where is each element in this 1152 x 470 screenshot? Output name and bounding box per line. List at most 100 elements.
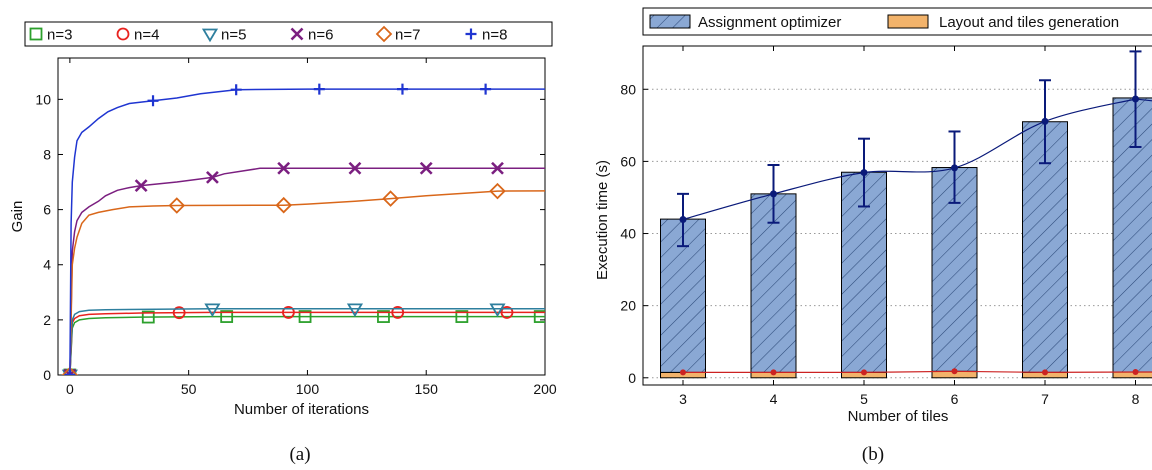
mean-point [951, 164, 958, 172]
y-axis-label-a: Gain [9, 201, 26, 233]
legend-a: n=3 n=4 n=5 n=6 n=7 n=8 [24, 21, 553, 47]
panel-a-gain-chart: 0 50 100 150 200 0 2 4 6 8 10 Number of iterations G… [9, 21, 557, 465]
legend-marker-n=6 [290, 27, 304, 41]
baseline-point [1132, 369, 1139, 376]
data-point-n=6 [419, 161, 433, 175]
x-tick-label-a: 50 [181, 381, 197, 397]
legend-marker-n=5 [201, 28, 219, 43]
data-point-n=5 [346, 303, 364, 318]
x-tick-label-a: 100 [296, 381, 320, 397]
data-point-n=6 [277, 161, 291, 175]
data-point-n=3 [455, 310, 469, 323]
legend-marker-n=4 [116, 27, 130, 41]
data-point-n=4 [172, 306, 186, 320]
data-point-n=3 [533, 310, 545, 323]
legend-label-assignment-optimizer: Assignment optimizer [698, 14, 841, 31]
panel-b-execution-time-chart: 0 20 40 60 80 3 4 5 6 7 8 Number of tiles Execution … [594, 7, 1152, 465]
legend-label-n=8: n=8 [482, 27, 507, 44]
x-tick-label-b: 8 [1132, 391, 1140, 407]
data-point-n=6 [491, 161, 504, 175]
y-tick-label-b: 20 [620, 298, 636, 314]
legend-b: Assignment optimizer Layout and tiles gen… [642, 7, 1152, 36]
legend-swatch-layout-generation [887, 14, 929, 29]
data-point-n=7 [382, 190, 399, 207]
legend-marker-n=3 [29, 27, 43, 41]
y-tick-label-a: 6 [43, 202, 51, 218]
mean-point [679, 215, 687, 223]
legend-label-n=4: n=4 [134, 27, 159, 44]
data-point-n=6 [348, 161, 362, 175]
data-point-n=5 [204, 303, 221, 318]
legend-label-layout-generation: Layout and tiles generation [939, 14, 1119, 31]
legend-swatch-assignment-optimizer [649, 14, 691, 29]
series-line-n=8 [69, 88, 545, 375]
x-tick-label-a: 200 [533, 381, 557, 397]
mean-point [860, 169, 868, 177]
y-tick-label-b: 60 [620, 153, 636, 169]
data-point-n=3 [377, 310, 390, 323]
y-tick-label-a: 8 [43, 146, 51, 162]
data-point-n=8 [64, 369, 76, 375]
mean-point [770, 190, 777, 198]
baseline-point [951, 368, 958, 375]
data-point-n=8 [396, 83, 408, 95]
x-axis-label-a: Number of iterations [234, 401, 369, 418]
legend-label-n=6: n=6 [308, 27, 333, 44]
baseline-point [1042, 369, 1048, 376]
x-tick-label-b: 4 [770, 391, 778, 407]
y-tick-label-a: 4 [43, 257, 51, 273]
caption-a: (a) [289, 444, 310, 465]
series-n=8 [64, 83, 545, 375]
legend-label-n=3: n=3 [47, 27, 72, 44]
series-line-n=6 [69, 167, 545, 375]
y-tick-label-b: 40 [620, 226, 636, 242]
series-line-n=5 [69, 308, 545, 375]
x-tick-label-b: 7 [1041, 391, 1049, 407]
x-axis-label-b: Number of tiles [848, 408, 949, 425]
series-n=7 [61, 182, 545, 375]
legend-marker-n=8 [465, 28, 477, 40]
data-point-n=4 [282, 306, 295, 319]
caption-b: (b) [862, 444, 884, 465]
x-tick-label-b: 6 [951, 391, 959, 407]
legend-box-a [24, 21, 553, 47]
data-point-n=8 [147, 95, 159, 107]
x-tick-label-b: 5 [860, 391, 868, 407]
x-tick-label-a: 150 [415, 381, 439, 397]
y-axis-label-b: Execution time (s) [594, 160, 611, 280]
x-tick-label-a: 0 [66, 381, 74, 397]
data-point-n=8 [230, 84, 242, 96]
legend-label-n=7: n=7 [395, 27, 420, 44]
data-point-n=4 [500, 306, 514, 319]
data-point-n=7 [61, 366, 79, 375]
plot-area-a [57, 57, 546, 376]
mean-point [1132, 95, 1139, 103]
data-point-n=7 [168, 197, 186, 214]
y-tick-label-a: 0 [43, 367, 51, 383]
legend-marker-n=7 [375, 25, 393, 43]
x-tick-label-b: 3 [679, 391, 687, 407]
data-point-n=6 [205, 170, 219, 184]
y-tick-label-a: 10 [35, 91, 51, 107]
baseline-point [861, 369, 867, 376]
baseline-point [680, 369, 686, 376]
bar-layout-generation [1112, 371, 1152, 379]
data-point-n=6 [134, 179, 148, 193]
baseline-point [770, 369, 777, 376]
data-point-n=3 [141, 310, 155, 324]
data-point-n=8 [480, 83, 492, 95]
series-line-n=4 [69, 311, 545, 375]
series-line-n=3 [69, 315, 545, 375]
y-tick-label-a: 2 [43, 312, 51, 328]
data-point-n=3 [220, 310, 234, 323]
y-tick-label-b: 0 [628, 370, 636, 386]
data-point-n=5 [489, 303, 506, 318]
plot-area-b [642, 45, 1152, 386]
data-point-n=4 [391, 306, 405, 319]
data-point-n=7 [275, 196, 292, 214]
mean-trend-curve [682, 98, 1152, 221]
legend-label-n=5: n=5 [221, 27, 246, 44]
data-point-n=3 [298, 310, 312, 323]
series-n=6 [63, 161, 545, 375]
